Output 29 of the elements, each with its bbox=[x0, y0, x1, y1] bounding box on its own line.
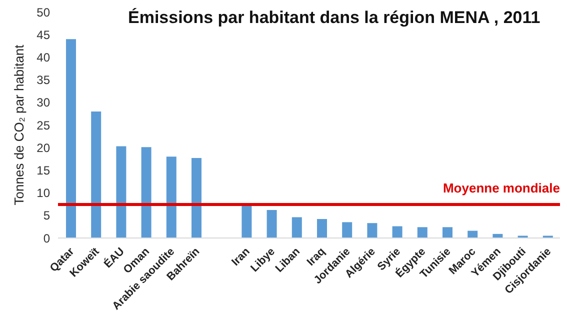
y-tick-label: 45 bbox=[36, 28, 50, 42]
bar bbox=[442, 227, 452, 238]
ref-line-label: Moyenne mondiale bbox=[442, 180, 560, 196]
bar bbox=[292, 217, 302, 238]
bar bbox=[116, 146, 126, 238]
y-tick-label: 10 bbox=[36, 186, 50, 200]
bar bbox=[141, 147, 152, 238]
y-tick-label: 25 bbox=[36, 118, 50, 132]
bar bbox=[367, 223, 378, 238]
bar bbox=[91, 111, 102, 238]
bar bbox=[266, 210, 277, 238]
chart-title: Émissions par habitant dans la région MENA , 2011 bbox=[128, 8, 540, 28]
bar bbox=[392, 226, 402, 238]
y-tick-label: 30 bbox=[36, 96, 50, 110]
bar bbox=[166, 156, 176, 238]
bar bbox=[317, 219, 327, 238]
y-tick-label: 40 bbox=[36, 50, 50, 64]
y-tick-label: 15 bbox=[36, 163, 50, 178]
y-axis-title: Tonnes de CO₂ par habitant bbox=[12, 44, 27, 206]
bar bbox=[342, 222, 352, 238]
y-tick-label: 35 bbox=[36, 73, 50, 88]
bar bbox=[66, 39, 76, 238]
bar bbox=[192, 158, 202, 238]
y-tick-label: 0 bbox=[43, 231, 50, 246]
y-tick-label: 50 bbox=[36, 5, 50, 20]
bar bbox=[468, 230, 478, 238]
y-tick-label: 5 bbox=[43, 208, 50, 223]
bar bbox=[417, 227, 428, 238]
y-tick-label: 20 bbox=[36, 140, 50, 155]
